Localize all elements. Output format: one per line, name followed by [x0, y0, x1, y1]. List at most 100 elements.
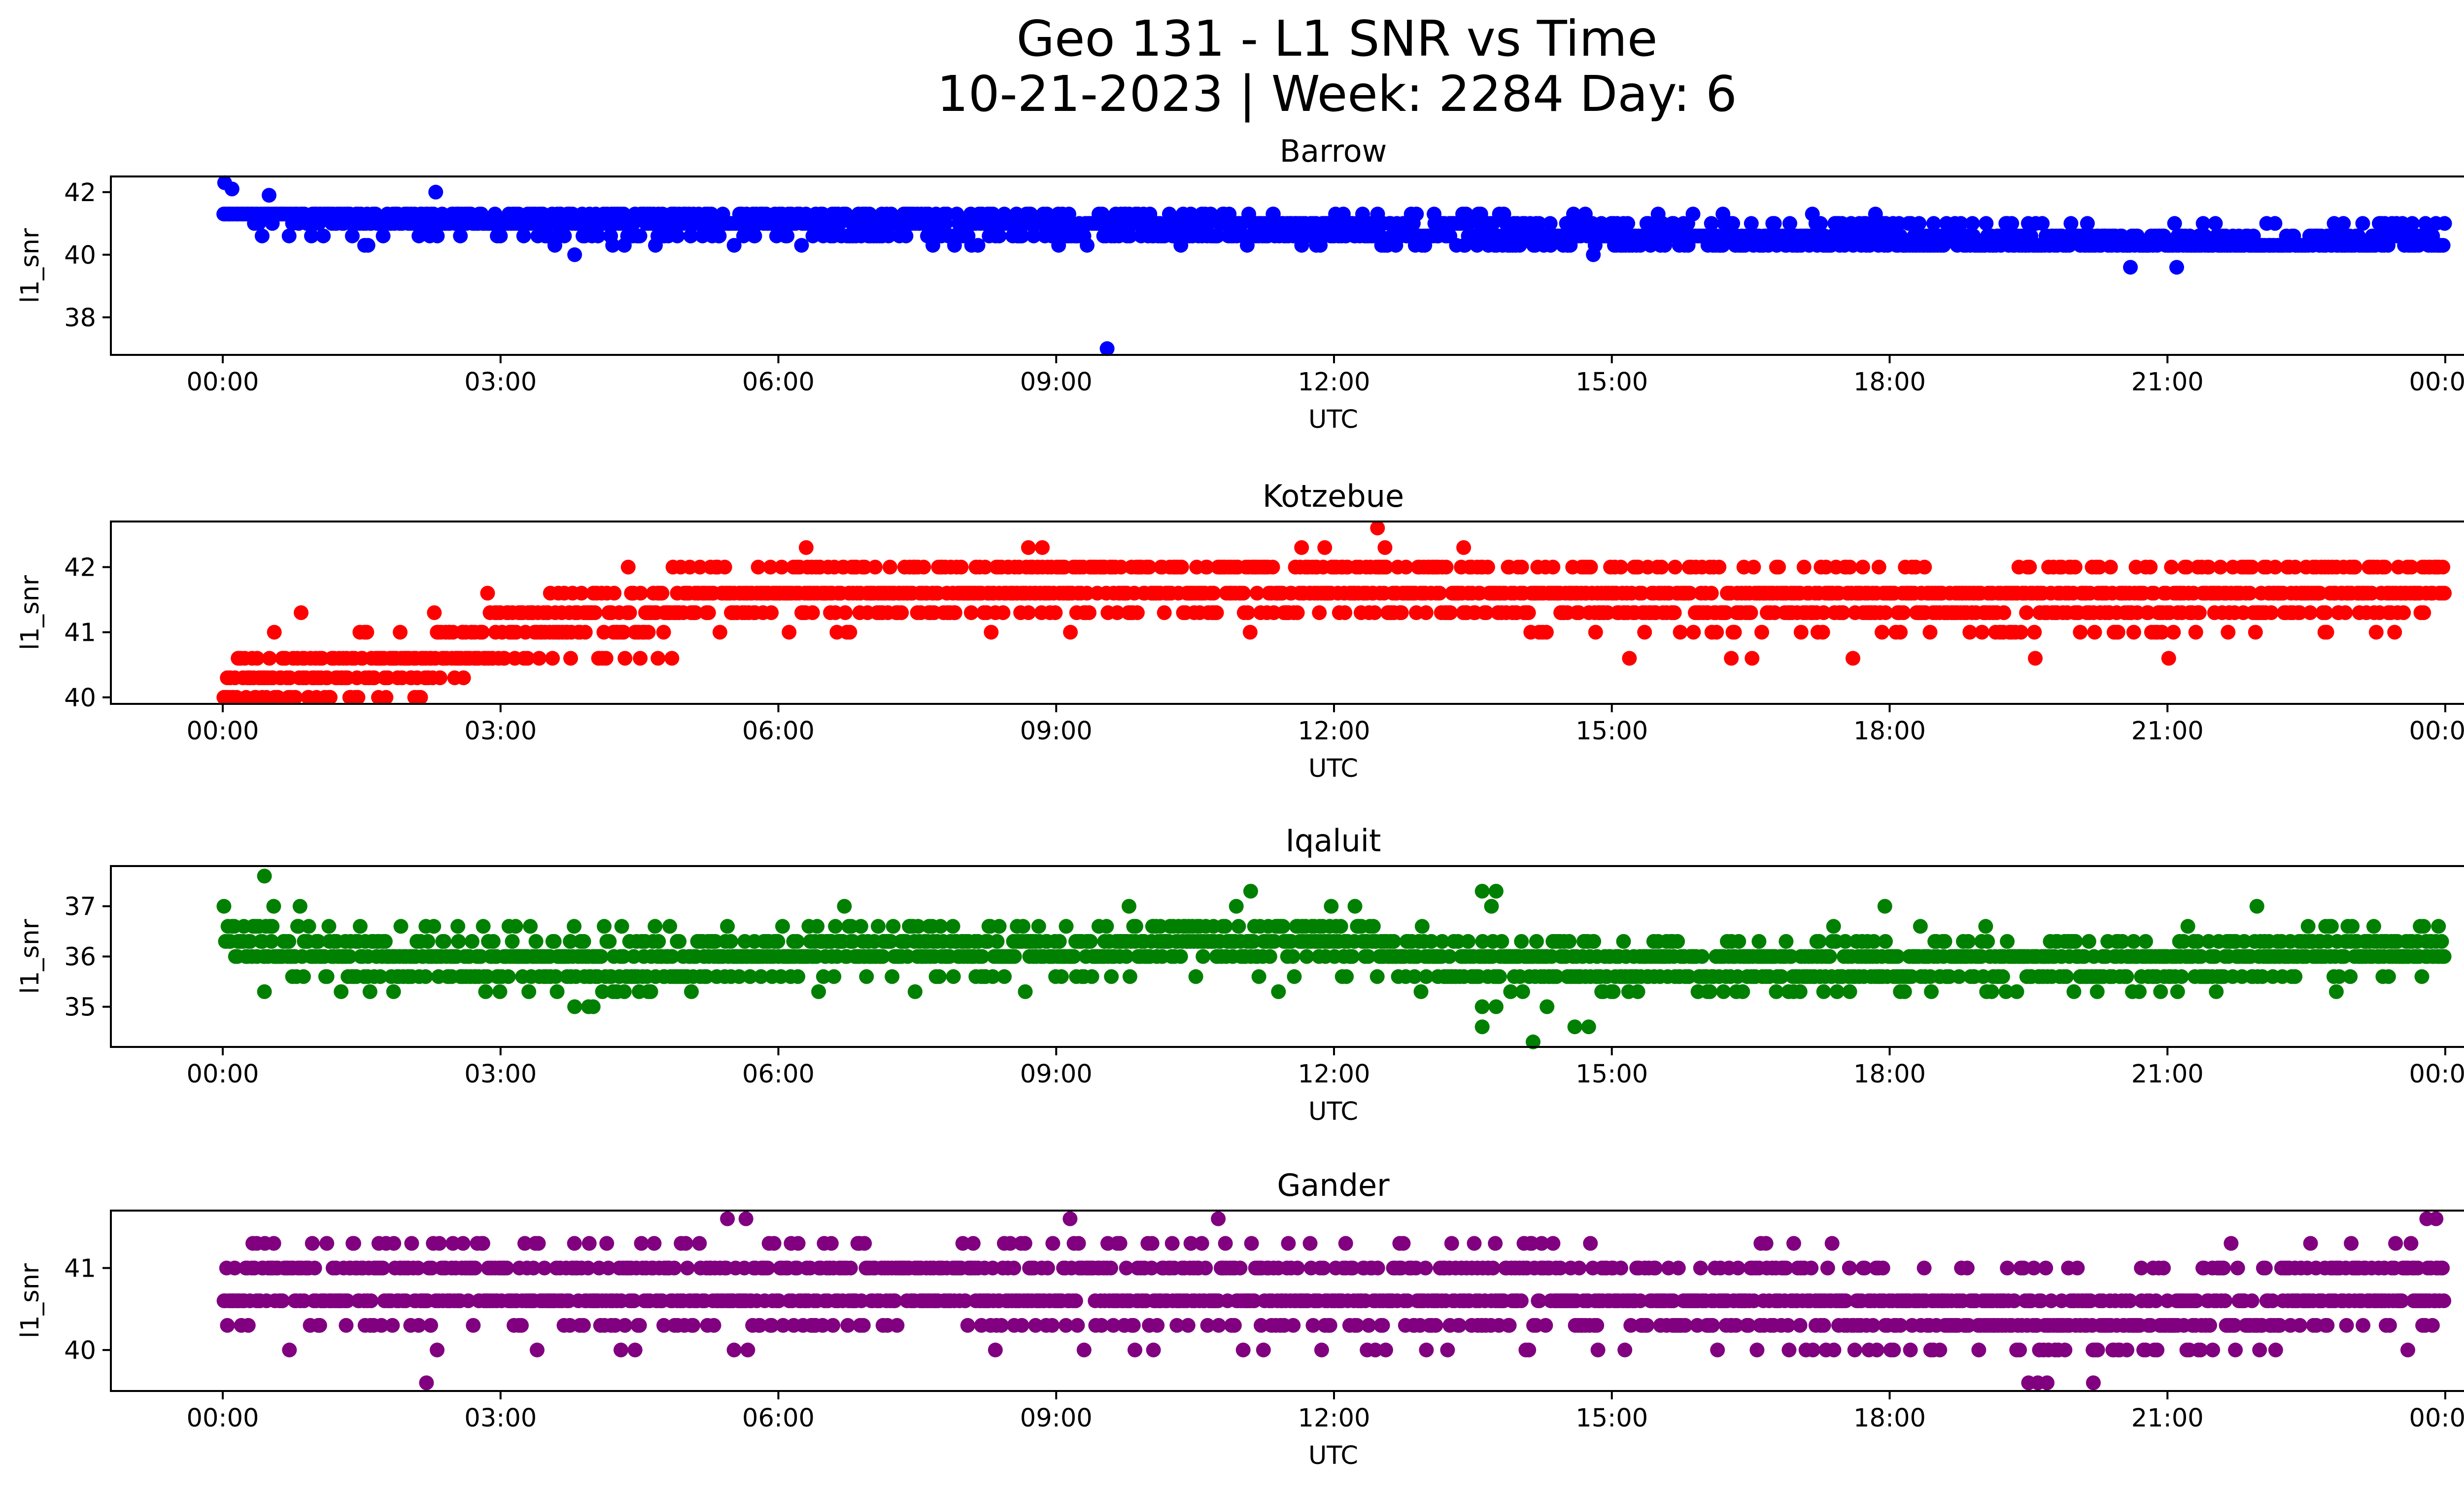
subplot-title: Iqaluit	[1286, 823, 1381, 859]
data-point	[2431, 919, 2446, 934]
data-point	[1616, 934, 1631, 949]
data-point	[842, 625, 857, 640]
data-point	[1682, 586, 1697, 601]
data-point	[810, 919, 825, 934]
data-point	[2067, 559, 2083, 575]
data-point	[1104, 969, 1119, 984]
data-point	[1366, 919, 1381, 934]
data-point	[1265, 559, 1280, 575]
data-point	[1893, 625, 1908, 640]
data-point	[763, 559, 778, 575]
data-point	[775, 919, 790, 934]
x-axis-label: UTC	[1308, 405, 1358, 434]
data-point	[1414, 919, 1430, 934]
data-point	[563, 651, 578, 666]
data-point	[1236, 586, 1251, 601]
data-point	[437, 934, 452, 949]
data-point	[316, 228, 331, 243]
scatter-points	[216, 175, 2452, 356]
data-point	[1782, 216, 1797, 231]
data-point	[292, 899, 308, 914]
data-point	[262, 188, 276, 203]
data-point	[881, 228, 896, 243]
data-point	[685, 1318, 701, 1333]
data-point	[475, 625, 490, 640]
data-point	[432, 670, 447, 686]
data-point	[1896, 605, 1911, 620]
data-point	[634, 1236, 649, 1251]
data-point	[2019, 605, 2034, 620]
data-point	[590, 228, 606, 243]
data-point	[1188, 969, 1203, 984]
data-point	[1826, 919, 1841, 934]
subplot-title: Gander	[1277, 1167, 1390, 1203]
data-point	[1974, 625, 1989, 640]
data-point	[271, 690, 286, 705]
data-point	[450, 919, 466, 934]
data-point	[1685, 207, 1701, 222]
data-point	[2123, 260, 2138, 275]
data-point	[464, 934, 479, 949]
data-point	[970, 238, 986, 253]
data-point	[1751, 934, 1767, 949]
y-tick-label: 42	[64, 554, 96, 583]
data-point	[529, 1342, 545, 1357]
data-point	[1294, 540, 1309, 555]
data-point	[1835, 605, 1850, 620]
data-point	[1461, 934, 1476, 949]
data-point	[2170, 984, 2185, 999]
x-tick-label: 18:00	[1853, 1060, 1926, 1089]
data-point	[319, 1236, 335, 1251]
scatter-points	[216, 1211, 2452, 1391]
data-point	[476, 919, 491, 934]
data-point	[1157, 605, 1172, 620]
data-point	[1474, 1019, 1490, 1035]
data-point	[838, 605, 853, 620]
data-point	[2126, 625, 2141, 640]
data-point	[1018, 984, 1033, 999]
data-point	[1667, 605, 1682, 620]
data-point	[1855, 559, 1870, 575]
data-point	[567, 919, 582, 934]
data-point	[1767, 605, 1782, 620]
figure-title-line1: Geo 131 - L1 SNR vs Time	[1017, 10, 1658, 68]
data-point	[2073, 625, 2088, 640]
data-point	[385, 1318, 400, 1333]
data-point	[1413, 984, 1429, 999]
data-point	[1196, 949, 1211, 964]
data-point	[1743, 605, 1758, 620]
data-point	[1822, 949, 1837, 964]
data-point	[1367, 605, 1382, 620]
data-point	[770, 934, 786, 949]
data-point	[602, 934, 617, 949]
data-point	[2066, 984, 2082, 999]
data-point	[426, 919, 442, 934]
data-point	[1746, 559, 1761, 575]
data-point	[485, 934, 501, 949]
data-point	[1142, 559, 1157, 575]
data-point	[1026, 228, 1041, 243]
data-point	[997, 969, 1012, 984]
data-point	[2180, 919, 2195, 934]
data-point	[531, 1236, 546, 1251]
data-point	[682, 559, 697, 575]
data-point	[1813, 216, 1828, 231]
data-point	[1099, 341, 1115, 356]
data-point	[1514, 934, 1529, 949]
data-point	[1084, 969, 1099, 984]
data-point	[545, 651, 560, 666]
data-point	[617, 1318, 633, 1333]
data-point	[916, 559, 931, 575]
y-tick-label: 35	[64, 993, 96, 1022]
data-point	[2063, 216, 2079, 231]
data-point	[688, 605, 703, 620]
data-point	[2221, 625, 2236, 640]
data-point	[1842, 984, 1857, 999]
data-point	[224, 181, 240, 197]
data-point	[1735, 984, 1750, 999]
data-point	[1275, 919, 1291, 934]
data-point	[963, 605, 979, 620]
data-point	[240, 1318, 256, 1333]
data-point	[1494, 934, 1509, 949]
